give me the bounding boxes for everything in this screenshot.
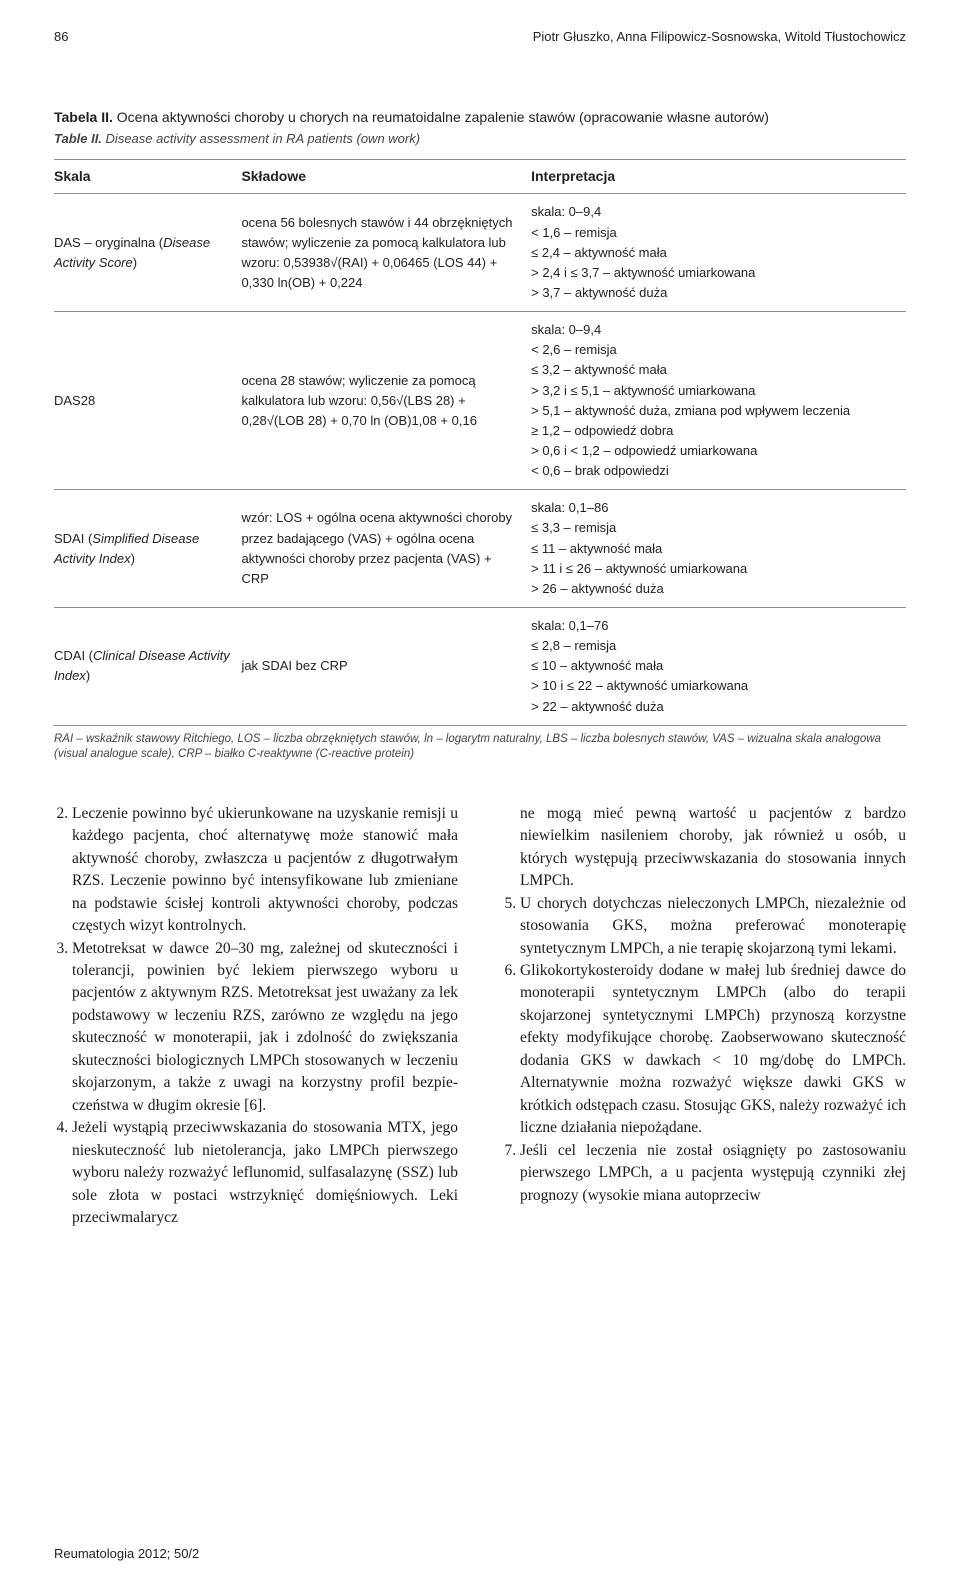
table-row: CDAI (Clinical Disease Activity Index)ja… [54, 608, 906, 726]
table-title-en-text: Disease activity assessment in RA patien… [106, 131, 421, 146]
body-list-item: Glikokortykosteroidy dodane w małej lub … [520, 960, 906, 1140]
activity-table: Skala Składowe Interpretacja DAS – orygi… [54, 159, 906, 726]
interp-line: < 0,6 – brak odpowiedzi [531, 461, 896, 481]
interp-line: > 3,2 i ≤ 5,1 – aktywność umiarkowana [531, 381, 896, 401]
cell-scale: DAS – oryginalna (Disease Activity Score… [54, 194, 241, 312]
cell-interpretation: skala: 0,1–86≤ 3,3 – remisja≤ 11 – aktyw… [531, 490, 906, 608]
cell-interpretation: skala: 0,1–76≤ 2,8 – remisja≤ 10 – aktyw… [531, 608, 906, 726]
interp-line: > 3,7 – aktywność duża [531, 283, 896, 303]
interp-line: > 10 i ≤ 22 – aktywność umiarkowana [531, 676, 896, 696]
interp-line: ≤ 3,3 – remisja [531, 518, 896, 538]
page-number: 86 [54, 28, 68, 46]
cell-components: jak SDAI bez CRP [241, 608, 531, 726]
interp-line: < 1,6 – remisja [531, 223, 896, 243]
table-title-pl-text: Ocena aktywności choroby u chorych na re… [117, 109, 769, 125]
interp-line: ≥ 1,2 – odpowiedź dobra [531, 421, 896, 441]
interp-line: ≤ 2,4 – aktywność mała [531, 243, 896, 263]
cell-scale: CDAI (Clinical Disease Activity Index) [54, 608, 241, 726]
col-skala: Skala [54, 159, 241, 194]
body-col-left: Leczenie powinno być ukierunkowane na uz… [54, 803, 458, 1230]
body-list-left: Leczenie powinno być ukierunkowane na uz… [54, 803, 458, 1230]
table-title-en: Table II. Disease activity assessment in… [54, 130, 906, 148]
table-title-pl: Tabela II. Ocena aktywności choroby u ch… [54, 108, 906, 128]
cell-components: ocena 28 stawów; wyliczenie za pomocą ka… [241, 312, 531, 490]
body-list-item: Leczenie powinno być ukierunkowane na uz… [72, 803, 458, 938]
interp-line: > 0,6 i < 1,2 – odpowiedź umiarkowana [531, 441, 896, 461]
interp-line: ≤ 3,2 – aktywność mała [531, 360, 896, 380]
cell-scale: SDAI (Simplified Disease Activity Index) [54, 490, 241, 608]
activity-table-body: DAS – oryginalna (Disease Activity Score… [54, 194, 906, 725]
col-interp: Interpretacja [531, 159, 906, 194]
col-skladowe: Składowe [241, 159, 531, 194]
body-columns: Leczenie powinno być ukierunkowane na uz… [54, 803, 906, 1230]
cell-components: ocena 56 bolesnych stawów i 44 obrzęk­ni… [241, 194, 531, 312]
interp-line: skala: 0,1–76 [531, 616, 896, 636]
interp-line: ≤ 10 – aktywność mała [531, 656, 896, 676]
cell-scale: DAS28 [54, 312, 241, 490]
table-head-row: Skala Składowe Interpretacja [54, 159, 906, 194]
body-list-right: U chorych dotychczas nieleczonych LMPCh,… [502, 893, 906, 1208]
cell-components: wzór: LOS + ogólna ocena aktywno­ści cho… [241, 490, 531, 608]
page-footer: Reumatologia 2012; 50/2 [54, 1545, 199, 1563]
running-authors: Piotr Głuszko, Anna Filipowicz-Sosnowska… [533, 28, 906, 46]
interp-line: > 26 – aktywność duża [531, 579, 896, 599]
running-head: 86 Piotr Głuszko, Anna Filipowicz-Sosnow… [54, 28, 906, 46]
table-label-pl: Tabela II. [54, 109, 113, 125]
interp-line: skala: 0–9,4 [531, 202, 896, 222]
interp-line: skala: 0,1–86 [531, 498, 896, 518]
interp-line: > 11 i ≤ 26 – aktywność umiarkowana [531, 559, 896, 579]
body-list-item: Metotreksat w dawce 20–30 mg, zależnej o… [72, 938, 458, 1118]
table-row: DAS28ocena 28 stawów; wyliczenie za pomo… [54, 312, 906, 490]
interp-line: ≤ 2,8 – remisja [531, 636, 896, 656]
cell-interpretation: skala: 0–9,4< 1,6 – remisja≤ 2,4 – aktyw… [531, 194, 906, 312]
table-row: SDAI (Simplified Disease Activity Index)… [54, 490, 906, 608]
cell-interpretation: skala: 0–9,4< 2,6 – remisja≤ 3,2 – aktyw… [531, 312, 906, 490]
table-footnote: RAI – wskaźnik stawowy Ritchiego, LOS – … [54, 732, 906, 763]
interp-line: skala: 0–9,4 [531, 320, 896, 340]
table-label-en: Table II. [54, 131, 102, 146]
interp-line: > 5,1 – aktywność duża, zmiana pod wpływ… [531, 401, 896, 421]
body-right-continuation: ne mogą mieć pewną wartość u pacjentów z… [502, 803, 906, 893]
table-row: DAS – oryginalna (Disease Activity Score… [54, 194, 906, 312]
interp-line: > 22 – aktywność duża [531, 697, 896, 717]
interp-line: > 2,4 i ≤ 3,7 – aktywność umiarkowana [531, 263, 896, 283]
body-list-item: Jeżeli wystąpią przeciwwskazania do stos… [72, 1117, 458, 1229]
body-list-item: Jeśli cel leczenia nie został osiągnięty… [520, 1140, 906, 1207]
interp-line: < 2,6 – remisja [531, 340, 896, 360]
body-col-right: ne mogą mieć pewną wartość u pacjentów z… [502, 803, 906, 1230]
body-list-item: U chorych dotychczas nieleczonych LMPCh,… [520, 893, 906, 960]
interp-line: ≤ 11 – aktywność mała [531, 539, 896, 559]
